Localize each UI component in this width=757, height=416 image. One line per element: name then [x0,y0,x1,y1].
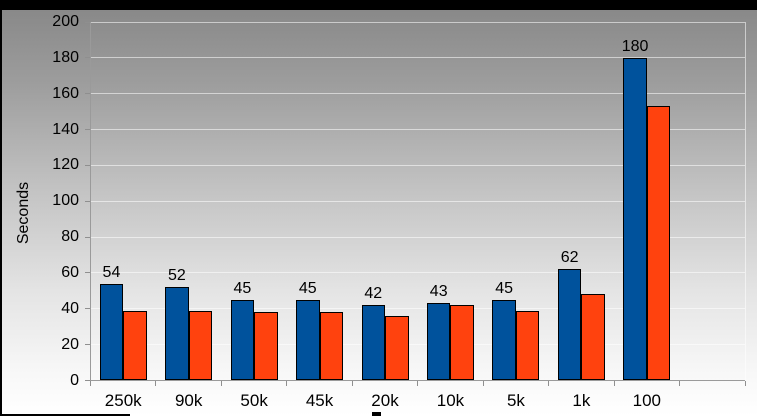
x-axis-tick-6 [482,380,484,386]
bar-series-blue-50k [230,299,255,381]
y-axis-tick-20 [84,344,91,346]
bar-value-label-250k: 54 [102,263,121,281]
y-tick-label-60: 60 [61,263,79,281]
y-axis-tick-180 [84,57,91,59]
y-tick-label-160: 160 [52,84,79,102]
bar-value-label-45k: 45 [298,279,317,297]
x-axis-tick-8 [613,380,615,386]
x-tick-label-1k: 1k [572,391,591,410]
bar-series-orange-50k [254,312,278,381]
bar-series-blue-45k [296,299,320,381]
bar-series-orange-100 [646,106,671,381]
y-axis-tick-140 [84,129,91,131]
bar-series-orange-5k [515,310,540,381]
x-tick-label-90k: 90k [174,391,203,410]
x-axis-tick-3 [286,380,288,386]
bar-series-blue-100 [623,57,647,381]
bar-value-label-5k: 45 [495,279,514,297]
x-axis-tick-0 [90,380,91,386]
x-tick-label-100: 100 [632,391,661,410]
y-axis-tick-80 [84,236,91,238]
bar-value-label-10k: 43 [429,283,448,301]
gridline-120 [90,164,745,166]
bar-value-label-100: 180 [621,37,649,55]
bar-series-blue-20k [361,305,385,381]
x-tick-label-10k: 10k [436,391,465,410]
bar-series-orange-20k [385,315,409,381]
bar-series-orange-250k [123,310,147,381]
y-axis-tick-60 [84,272,91,274]
bar-series-blue-5k [492,299,516,381]
x-tick-label-5k: 5k [506,391,525,410]
gridline-180 [90,57,745,59]
y-axis-tick-100 [84,200,91,202]
gridline-200 [90,21,745,23]
gridline-20 [90,344,745,346]
clipped-x-axis-title-fragment [372,412,381,416]
x-axis-tick-4 [351,380,353,386]
y-axis-title: Seconds [15,181,32,245]
gridline-80 [90,236,745,238]
gridline-60 [90,272,745,274]
x-axis-tick-7 [548,380,550,386]
window-edge-top [0,0,757,10]
y-tick-label-40: 40 [61,299,79,317]
x-axis-tick-9 [679,380,681,386]
bar-value-label-20k: 42 [364,285,383,303]
y-axis-tick-160 [84,93,91,95]
bar-series-orange-1k [581,294,605,381]
x-axis-tick-10 [744,380,746,386]
y-axis-line [90,22,91,381]
gridline-140 [90,129,745,131]
x-tick-label-20k: 20k [371,391,399,410]
bar-value-label-50k: 45 [233,279,252,297]
x-axis-tick-5 [417,380,419,386]
bar-series-orange-90k [188,310,213,381]
y-tick-label-120: 120 [52,156,79,174]
x-tick-label-50k: 50k [240,391,268,410]
y-tick-label-200: 200 [52,13,79,30]
y-axis-tick-200 [84,21,91,23]
y-tick-label-180: 180 [52,48,79,66]
y-tick-label-20: 20 [61,335,79,353]
y-axis-tick-0 [84,380,91,381]
gridline-100 [90,200,745,202]
x-tick-label-250k: 250k [104,391,142,410]
x-axis-tick-1 [155,380,157,386]
plot-border-right [744,22,746,381]
bar-value-label-1k: 62 [560,249,579,267]
y-tick-label-80: 80 [61,228,79,246]
y-axis-tick-40 [84,308,91,310]
y-tick-label-0: 0 [70,371,79,389]
y-axis-tick-120 [84,164,91,166]
bar-value-label-90k: 52 [167,267,186,285]
y-tick-label-100: 100 [52,192,79,210]
window-edge-left [0,10,2,416]
bar-series-blue-90k [165,287,189,381]
bar-series-blue-10k [426,303,451,381]
bar-series-orange-10k [450,305,474,381]
gridline-160 [90,93,745,95]
bar-series-blue-250k [99,283,124,381]
bar-series-blue-1k [557,269,582,381]
x-tick-label-45k: 45k [305,391,334,410]
y-tick-label-140: 140 [52,120,79,138]
gridline-40 [90,308,745,310]
x-axis-tick-2 [220,380,222,386]
window-edge-bottom-left [0,414,130,416]
bar-series-orange-45k [319,312,344,381]
